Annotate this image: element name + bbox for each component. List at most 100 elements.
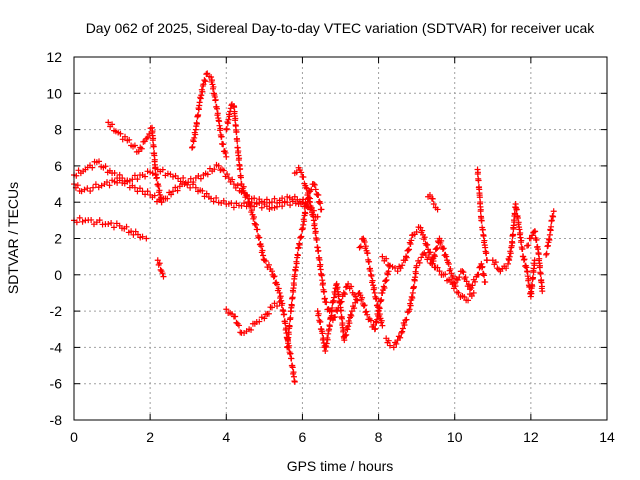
data-point	[426, 191, 433, 198]
data-point	[268, 304, 275, 311]
x-tick-label: 2	[146, 429, 154, 445]
data-point-interp	[321, 288, 328, 295]
data-point-interp	[329, 304, 336, 311]
data-point-interp	[211, 166, 218, 173]
data-point	[291, 271, 298, 278]
data-point-interp	[218, 133, 225, 140]
data-point-interp	[434, 244, 441, 251]
data-point-interp	[139, 188, 146, 195]
data-point-interp	[520, 256, 527, 263]
data-point-interp	[330, 294, 337, 301]
data-point	[341, 337, 348, 344]
data-point-interp	[96, 217, 103, 224]
data-point-interp	[199, 88, 206, 95]
data-point	[131, 184, 138, 191]
data-point-interp	[346, 320, 353, 327]
data-point-interp	[268, 199, 275, 206]
data-point-interp	[247, 202, 254, 209]
data-point-interp	[223, 125, 230, 132]
data-point-interp	[199, 187, 206, 194]
data-point-interp	[156, 260, 163, 267]
data-point-interp	[340, 289, 347, 296]
data-point	[158, 199, 165, 206]
data-point-interp	[298, 169, 305, 176]
data-point-interp	[201, 77, 208, 84]
data-point-interp	[472, 278, 479, 285]
data-point-interp	[142, 191, 149, 198]
y-tick-label: -4	[50, 339, 63, 355]
data-point-interp	[96, 158, 103, 165]
data-point	[105, 119, 112, 126]
data-point-interp	[287, 202, 294, 209]
data-point-interp	[151, 192, 158, 199]
data-point-interp	[503, 265, 510, 272]
data-point-interp	[468, 293, 475, 300]
x-tick-label: 10	[447, 429, 463, 445]
data-point-interp	[109, 121, 116, 128]
data-point-interp	[131, 172, 138, 179]
data-point-interp	[213, 105, 220, 112]
data-point-interp	[418, 254, 425, 261]
data-point-interp	[243, 191, 250, 198]
data-point-interp	[289, 294, 296, 301]
data-point-interp	[157, 266, 164, 273]
data-point-interp	[351, 305, 358, 312]
data-point-interp	[480, 233, 487, 240]
data-points	[71, 70, 557, 385]
data-point	[284, 199, 291, 206]
data-point-interp	[236, 155, 243, 162]
data-point-interp	[301, 218, 308, 225]
data-point-interp	[230, 204, 237, 211]
data-point-interp	[447, 265, 454, 272]
data-point-interp	[108, 220, 115, 227]
data-point-interp	[159, 166, 166, 173]
data-point-interp	[228, 200, 235, 207]
data-point	[160, 273, 167, 280]
data-point-interp	[237, 174, 244, 181]
data-point	[215, 162, 222, 169]
data-point-interp	[402, 253, 409, 260]
data-point-interp	[363, 308, 370, 315]
data-point-interp	[399, 325, 406, 332]
data-point-interp	[122, 133, 129, 140]
data-point-interp	[222, 149, 229, 156]
data-point	[204, 70, 211, 77]
data-point-interp	[220, 197, 227, 204]
data-point-interp	[477, 206, 484, 213]
data-point-interp	[292, 200, 299, 207]
data-point	[223, 153, 230, 160]
data-point-interp	[281, 311, 288, 318]
x-tick-label: 14	[599, 429, 615, 445]
data-point	[375, 308, 382, 315]
data-point	[539, 288, 546, 295]
data-point-interp	[407, 241, 414, 248]
data-point-interp	[155, 183, 162, 190]
data-point-interp	[240, 183, 247, 190]
data-point-interp	[138, 145, 145, 152]
data-point-interp	[479, 226, 486, 233]
data-point-interp	[326, 323, 333, 330]
data-point-interp	[403, 316, 410, 323]
data-point-interp	[198, 92, 205, 99]
data-point-interp	[276, 199, 283, 206]
y-tick-label: -2	[50, 303, 63, 319]
data-point-interp	[79, 218, 86, 225]
data-point-interp	[348, 312, 355, 319]
data-point-interp	[134, 176, 141, 183]
data-point-interp	[311, 181, 318, 188]
data-point-interp	[422, 252, 429, 259]
data-point-interp	[293, 260, 300, 267]
data-point-interp	[153, 174, 160, 181]
data-point	[268, 268, 275, 275]
data-point-interp	[235, 322, 242, 329]
data-point-interp	[408, 237, 415, 244]
data-point-interp	[76, 214, 83, 221]
data-point	[398, 329, 405, 336]
data-point	[322, 348, 329, 355]
data-point-interp	[343, 331, 350, 338]
data-point-interp	[439, 245, 446, 252]
data-point-interp	[289, 364, 296, 371]
data-point-interp	[305, 194, 312, 201]
data-point-interp	[340, 327, 347, 334]
y-tick-label: 6	[54, 158, 62, 174]
